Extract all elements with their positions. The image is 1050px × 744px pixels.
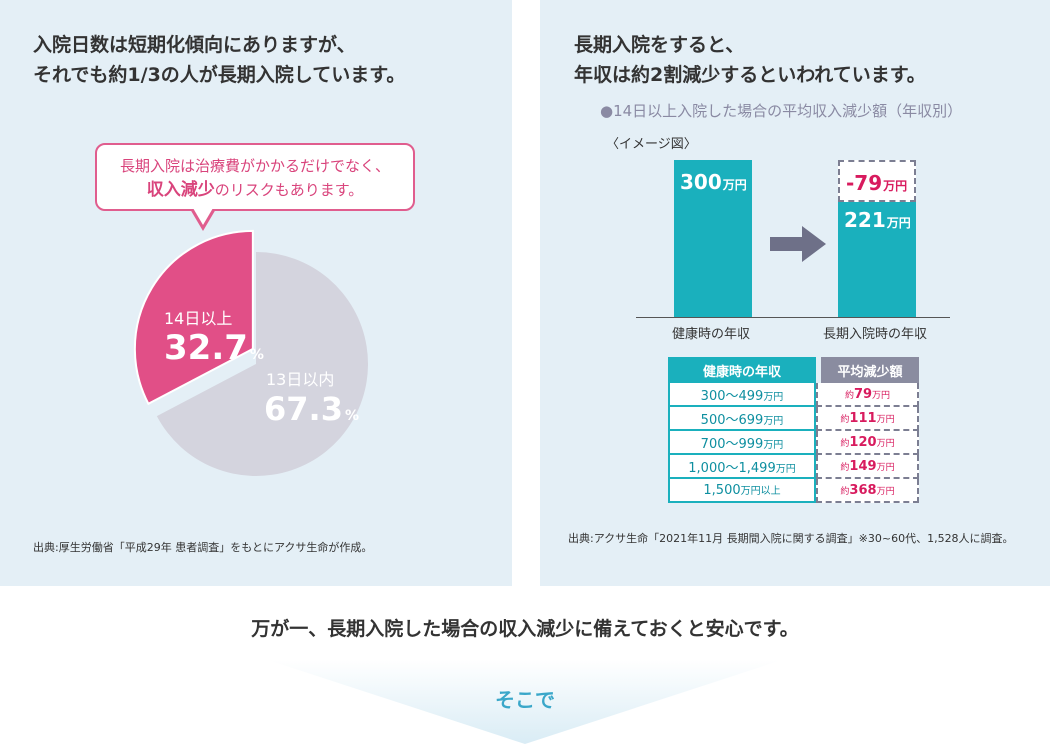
reduction-amount: 149	[849, 458, 877, 474]
right-heading-line2: 年収は約2割減少するといわれています。	[574, 64, 926, 86]
reduction-unit: 万円	[876, 438, 895, 449]
pie-chart	[133, 229, 368, 476]
pie-value-b: 67.3	[264, 390, 343, 428]
reduction-prefix: 約	[840, 462, 850, 473]
table-header-income: 健康時の年収	[668, 357, 816, 383]
pie-value-a: 32.7	[164, 328, 248, 368]
reduction-unit: 万円	[872, 390, 891, 401]
table-row: 300〜499万円 約79万円	[668, 383, 919, 407]
left-heading-line1: 入院日数は短期化傾向にありますが、	[33, 34, 356, 56]
income-reduction-table: 健康時の年収 平均減少額 300〜499万円 約79万円 500〜699万円 約111…	[668, 357, 919, 503]
left-panel: 入院日数は短期化傾向にありますが、 それでも約1/3の人が長期入院しています。 …	[0, 0, 512, 586]
income-unit: 万円	[763, 439, 784, 451]
pie-label-value-a: 32.7%	[164, 328, 264, 368]
bar-label-decrease: -79万円	[846, 171, 907, 195]
table-cell-income: 700〜999万円	[668, 431, 816, 455]
table-body: 300〜499万円 約79万円 500〜699万円 約111万円 700〜999万円 約1…	[668, 383, 919, 503]
bar-label-healthy: 300万円	[680, 170, 747, 194]
reduction-unit: 万円	[876, 486, 895, 497]
bar-unit-healthy: 万円	[722, 178, 747, 192]
right-heading-line1: 長期入院をすると、	[574, 34, 745, 56]
category-label-after: 長期入院時の年収	[823, 327, 928, 342]
reduction-prefix: 約	[840, 486, 850, 497]
right-source: 出典:アクサ生命「2021年11月 長期間入院に関する調査」※30~60代、1,…	[568, 532, 1014, 545]
pie-slice-14days-or-more	[133, 229, 254, 406]
table-row: 700〜999万円 約120万円	[668, 431, 919, 455]
table-cell-income: 1,000〜1,499万円	[668, 455, 816, 479]
income-range: 700〜999	[700, 436, 764, 452]
bar-value-healthy: 300	[680, 170, 722, 194]
table-header-reduction: 平均減少額	[816, 357, 919, 383]
table-row: 1,500万円以上 約368万円	[668, 479, 919, 503]
bar-decrease	[838, 160, 916, 202]
table-cell-reduction: 約111万円	[816, 407, 919, 431]
table-cell-income: 500〜699万円	[668, 407, 816, 431]
pie-percent-b: %	[344, 408, 359, 424]
right-panel: 長期入院をすると、 年収は約2割減少するといわれています。 ●14日以上入院した…	[540, 0, 1050, 586]
chart-subtitle: ●14日以上入院した場合の平均収入減少額（年収別）	[600, 102, 963, 120]
down-chevron-background	[268, 660, 782, 744]
reduction-prefix: 約	[844, 390, 854, 401]
chart-baseline	[636, 317, 950, 318]
bar-value-after: 221	[844, 208, 886, 232]
bubble-line2-rest: のリスクもあります。	[214, 181, 364, 199]
bar-value-decrease: -79	[846, 171, 883, 195]
table-header-row: 健康時の年収 平均減少額	[668, 357, 919, 383]
table-cell-income: 1,500万円以上	[668, 479, 816, 503]
bubble-line2: 収入減少のリスクもあります。	[97, 178, 413, 202]
bubble-emphasis: 収入減少	[146, 180, 215, 200]
reduction-amount: 79	[853, 386, 873, 402]
income-unit: 万円	[763, 415, 784, 427]
table-row: 500〜699万円 約111万円	[668, 407, 919, 431]
conclusion-text: 万が一、長期入院した場合の収入減少に備えておくと安心です。	[251, 618, 799, 640]
table-cell-reduction: 約120万円	[816, 431, 919, 455]
pie-percent-a: %	[249, 347, 264, 363]
soko-text: そこで	[495, 688, 555, 712]
bar-unit-after: 万円	[886, 216, 911, 230]
reduction-prefix: 約	[840, 438, 850, 449]
reduction-amount: 368	[849, 482, 877, 498]
bubble-tail-inner	[193, 208, 213, 225]
right-heading: 長期入院をすると、 年収は約2割減少するといわれています。	[574, 30, 926, 90]
left-source: 出典:厚生労働省「平成29年 患者調査」をもとにアクサ生命が作成。	[33, 541, 373, 554]
income-range: 300〜499	[700, 388, 764, 404]
reduction-amount: 111	[849, 410, 877, 426]
table-row: 1,000〜1,499万円 約149万円	[668, 455, 919, 479]
table-cell-reduction: 約79万円	[816, 383, 919, 407]
pie-label-category-b: 13日以内	[266, 370, 335, 389]
category-label-healthy: 健康時の年収	[672, 327, 751, 342]
income-range: 1,000〜1,499	[688, 460, 776, 476]
reduction-amount: 120	[849, 434, 877, 450]
left-heading-line2: それでも約1/3の人が長期入院しています。	[33, 64, 406, 86]
income-range: 1,500	[703, 483, 741, 498]
table-cell-reduction: 約149万円	[816, 455, 919, 479]
bubble-line1: 長期入院は治療費がかかるだけでなく、	[119, 157, 390, 175]
reduction-unit: 万円	[876, 414, 895, 425]
reduction-unit: 万円	[876, 462, 895, 473]
table-cell-income: 300〜499万円	[668, 383, 816, 407]
pie-label-value-b: 67.3%	[264, 390, 359, 428]
income-unit: 万円	[775, 463, 796, 475]
income-range: 500〜699	[700, 412, 764, 428]
bar-label-after: 221万円	[844, 208, 911, 232]
reduction-prefix: 約	[840, 414, 850, 425]
bar-healthy	[674, 160, 752, 318]
pie-slice-13days-or-less	[156, 252, 368, 476]
image-note: 〈イメージ図〉	[606, 137, 697, 152]
table-cell-reduction: 約368万円	[816, 479, 919, 503]
pie-label-category-a: 14日以上	[164, 309, 233, 328]
income-unit: 万円以上	[740, 486, 781, 497]
bar-unit-decrease: 万円	[883, 179, 908, 193]
left-heading: 入院日数は短期化傾向にありますが、 それでも約1/3の人が長期入院しています。	[33, 30, 405, 90]
right-arrow-icon	[770, 226, 826, 262]
bar-after	[838, 202, 916, 318]
speech-bubble: 長期入院は治療費がかかるだけでなく、 収入減少のリスクもあります。	[95, 143, 415, 211]
income-unit: 万円	[763, 391, 784, 403]
